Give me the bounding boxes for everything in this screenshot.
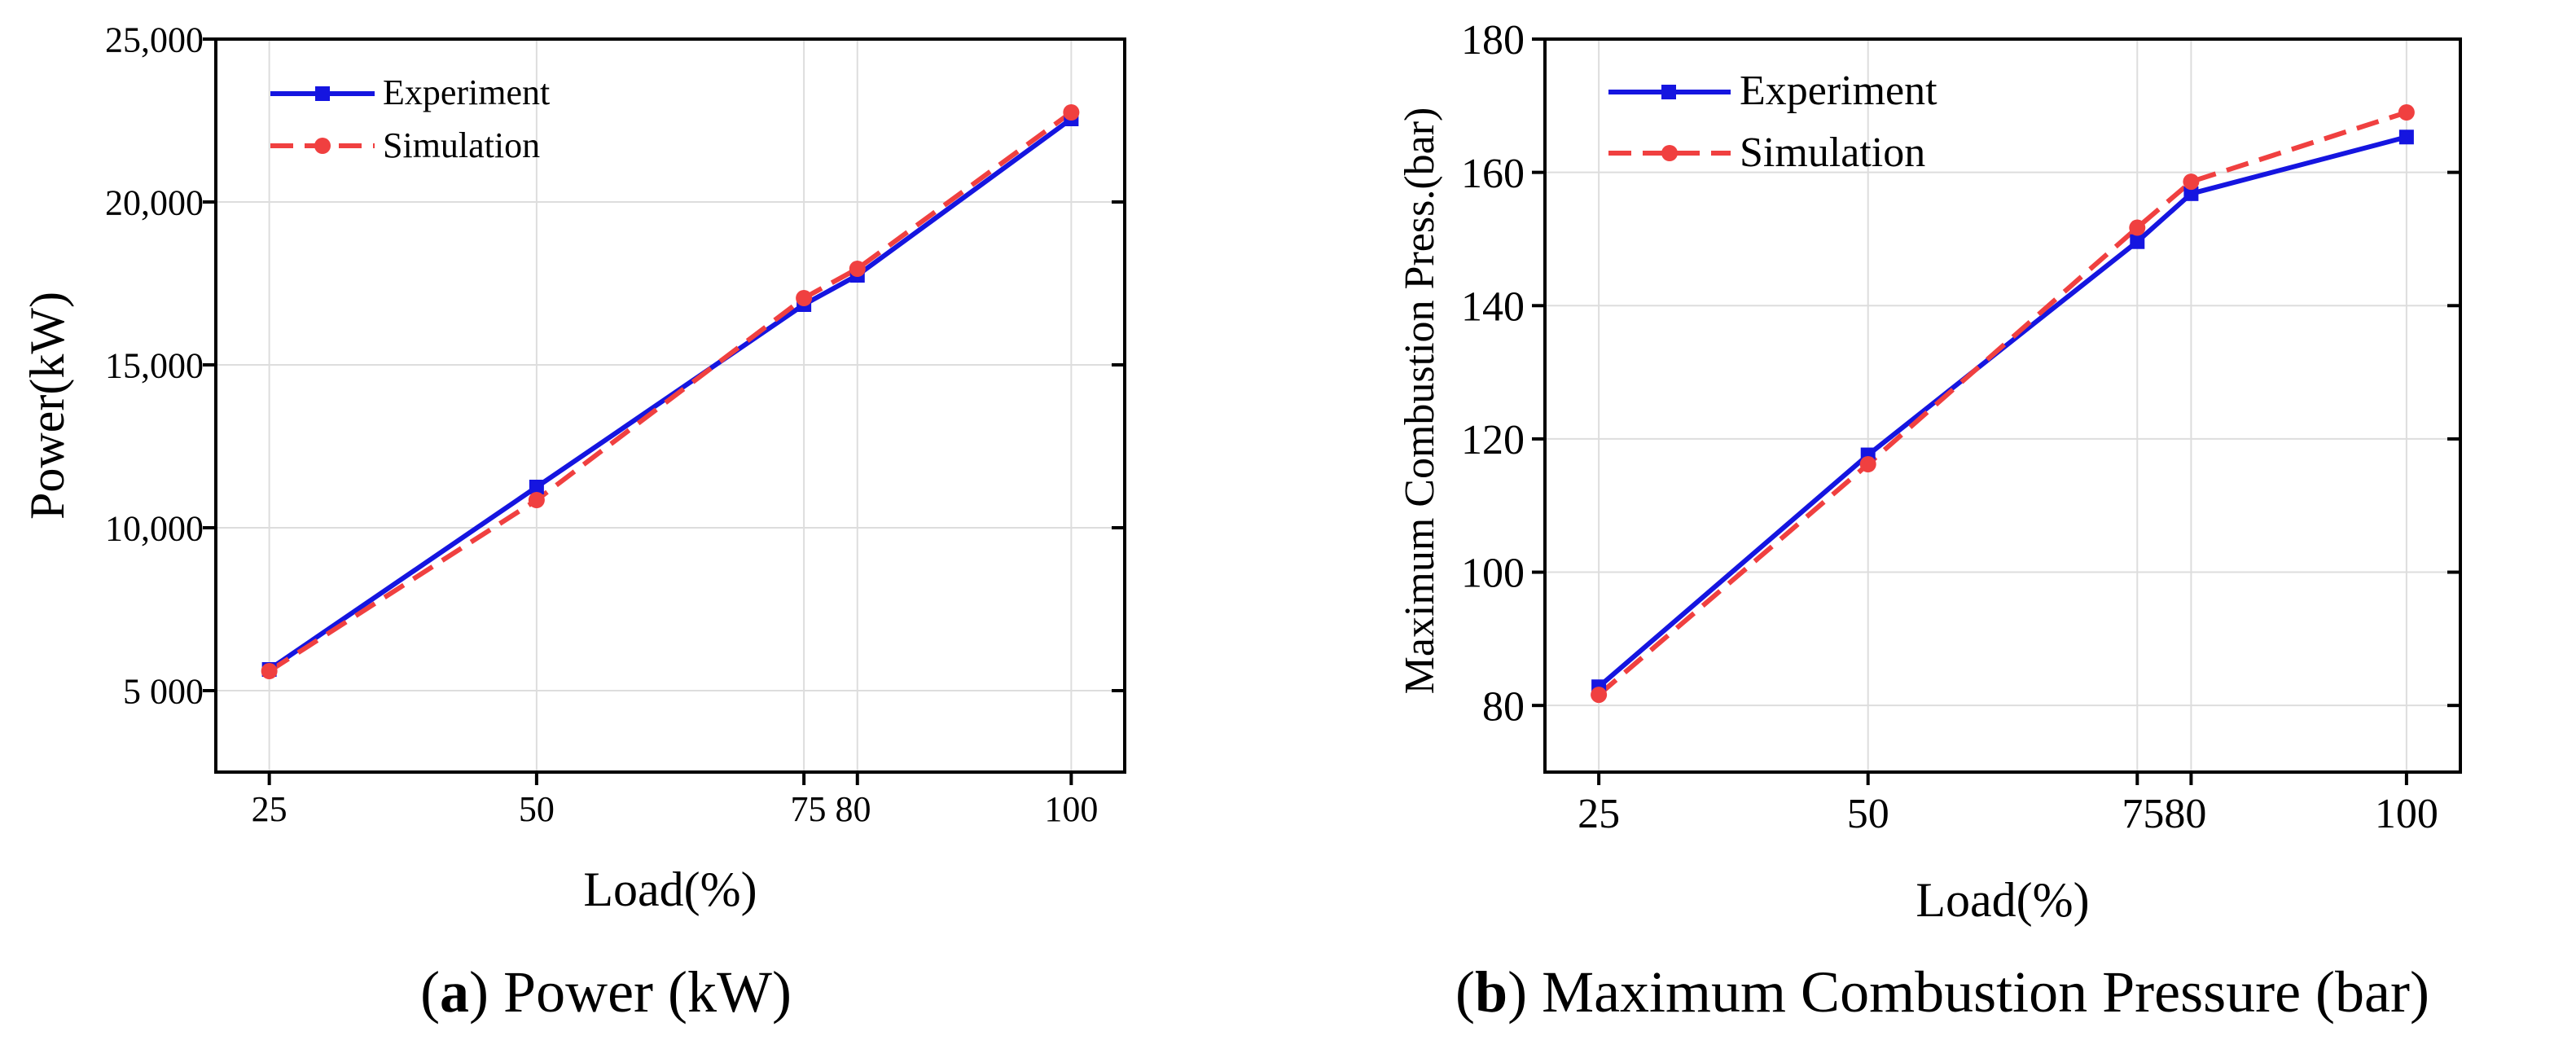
series-markers-b	[1591, 104, 2415, 704]
data-point-experiment	[2183, 186, 2199, 201]
y-tick-label: 140	[1461, 283, 1525, 330]
data-point-simulation	[528, 492, 545, 508]
y-tick-label: 15,000	[105, 345, 204, 385]
caption-letter-a: a	[440, 959, 469, 1025]
y-tick-label: 160	[1461, 151, 1525, 197]
legend-simulation-label-a: Simulation	[383, 125, 540, 165]
y-tick-label: 80	[1482, 683, 1525, 730]
caption-letter-b: b	[1475, 959, 1507, 1025]
grid-a	[216, 38, 1125, 772]
data-point-simulation	[1063, 104, 1080, 121]
data-point-simulation	[1859, 456, 1876, 472]
data-point-simulation	[261, 663, 278, 679]
data-point-simulation	[2129, 219, 2146, 236]
x-tick-label: 100	[1044, 789, 1098, 829]
y-tick-label: 120	[1461, 417, 1525, 463]
legend-b: Experiment Simulation	[1608, 68, 1937, 176]
grid-b	[1545, 38, 2460, 772]
legend-experiment-marker-a	[315, 86, 330, 101]
x-axis-a: 25 50 75 80 100	[252, 772, 1098, 829]
data-point-simulation	[849, 261, 866, 277]
caption-a: (a) Power (kW)	[420, 959, 792, 1025]
data-point-experiment	[529, 480, 544, 494]
x-tick-label: 25	[1578, 791, 1620, 837]
legend-simulation-marker-a	[314, 138, 331, 154]
caption-text-a: Power (kW)	[503, 959, 792, 1025]
y-axis-a: 5 000 10,000 15,000 20,000 25,000	[105, 20, 1125, 711]
x-tick-label: 50	[1847, 791, 1889, 837]
chart-a: 25 50 75 80 100 5 000 10,000 15,000 20,000 25,0…	[20, 20, 1126, 1025]
data-point-simulation	[2183, 173, 2200, 191]
chart-b: 25 50 7580 100 80 100 120 140 160 180 Maximum Co…	[1397, 17, 2462, 1025]
legend-a: Experiment Simulation	[270, 72, 550, 165]
x-axis-title-b: Load(%)	[1916, 873, 2089, 927]
x-tick-label: 50	[519, 789, 555, 829]
y-axis-title-b: Maximum Combustion Press.(bar)	[1397, 108, 1443, 695]
series-markers-a	[261, 104, 1080, 679]
x-axis-title-a: Load(%)	[583, 862, 757, 916]
x-axis-b: 25 50 7580 100	[1578, 772, 2438, 837]
y-tick-label: 25,000	[105, 20, 204, 59]
plot-frame-a	[214, 37, 1126, 774]
y-axis-title-a: Power(kW)	[20, 292, 74, 520]
x-tick-label: 100	[2375, 791, 2438, 837]
series-lines-b	[1597, 110, 2407, 697]
data-point-simulation	[796, 290, 813, 306]
legend-simulation-marker-b	[1661, 145, 1678, 161]
y-tick-label: 5 000	[123, 671, 204, 711]
data-point-simulation	[2398, 104, 2415, 121]
legend-experiment-marker-b	[1661, 85, 1676, 99]
y-tick-label: 20,000	[105, 182, 204, 222]
y-tick-label: 180	[1461, 17, 1525, 64]
y-axis-b: 80 100 120 140 160 180	[1461, 17, 2460, 730]
data-point-experiment	[2398, 129, 2414, 145]
plot-frame-b	[1543, 37, 2462, 774]
series-line-experiment	[1597, 134, 2407, 689]
x-tick-label: 7580	[2122, 791, 2206, 837]
legend-experiment-label-b: Experiment	[1740, 68, 1937, 114]
data-point-experiment	[2130, 234, 2145, 249]
legend-experiment-label-a: Experiment	[383, 72, 550, 112]
series-line-simulation	[1597, 110, 2407, 697]
x-tick-label: 25	[252, 789, 287, 829]
legend-simulation-label-b: Simulation	[1740, 129, 1925, 176]
y-tick-label: 100	[1461, 551, 1525, 597]
data-point-simulation	[1591, 687, 1608, 704]
caption-b: (b) Maximum Combustion Pressure (bar)	[1455, 959, 2429, 1025]
x-tick-label: 75 80	[790, 789, 871, 829]
y-tick-label: 10,000	[105, 508, 204, 548]
caption-text-b: Maximum Combustion Pressure (bar)	[1542, 959, 2429, 1025]
series-lines-a	[267, 110, 1073, 674]
